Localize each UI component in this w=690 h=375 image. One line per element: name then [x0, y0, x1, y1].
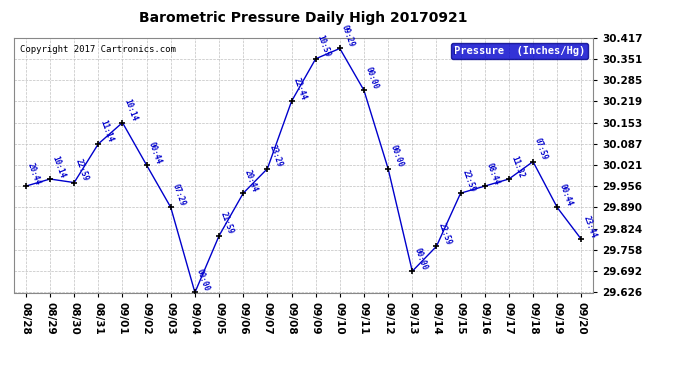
Text: 11:32: 11:32 — [509, 154, 525, 179]
Text: 11:14: 11:14 — [98, 119, 115, 144]
Text: 10:59: 10:59 — [315, 34, 332, 59]
Text: 08:44: 08:44 — [484, 161, 501, 186]
Text: 23:29: 23:29 — [268, 144, 284, 169]
Text: 00:00: 00:00 — [388, 144, 404, 169]
Text: 00:44: 00:44 — [146, 140, 163, 165]
Text: 21:59: 21:59 — [219, 211, 235, 236]
Text: 00:44: 00:44 — [558, 183, 573, 207]
Text: 07:59: 07:59 — [533, 137, 549, 162]
Text: 10:14: 10:14 — [50, 154, 66, 179]
Text: 23:44: 23:44 — [581, 214, 598, 239]
Text: Barometric Pressure Daily High 20170921: Barometric Pressure Daily High 20170921 — [139, 11, 468, 25]
Text: 09:29: 09:29 — [339, 24, 356, 48]
Text: 22:59: 22:59 — [75, 158, 90, 183]
Text: 20:44: 20:44 — [26, 161, 42, 186]
Text: 00:00: 00:00 — [412, 246, 428, 271]
Text: 00:00: 00:00 — [364, 66, 380, 90]
Text: 22:59: 22:59 — [461, 168, 477, 193]
Text: 22:59: 22:59 — [436, 222, 453, 246]
Text: 20:44: 20:44 — [243, 168, 259, 193]
Text: 22:44: 22:44 — [291, 76, 308, 101]
Legend: Pressure  (Inches/Hg): Pressure (Inches/Hg) — [451, 43, 588, 59]
Text: 10:14: 10:14 — [123, 98, 139, 123]
Text: Copyright 2017 Cartronics.com: Copyright 2017 Cartronics.com — [19, 45, 175, 54]
Text: 00:00: 00:00 — [195, 268, 211, 292]
Text: 07:29: 07:29 — [170, 183, 187, 207]
